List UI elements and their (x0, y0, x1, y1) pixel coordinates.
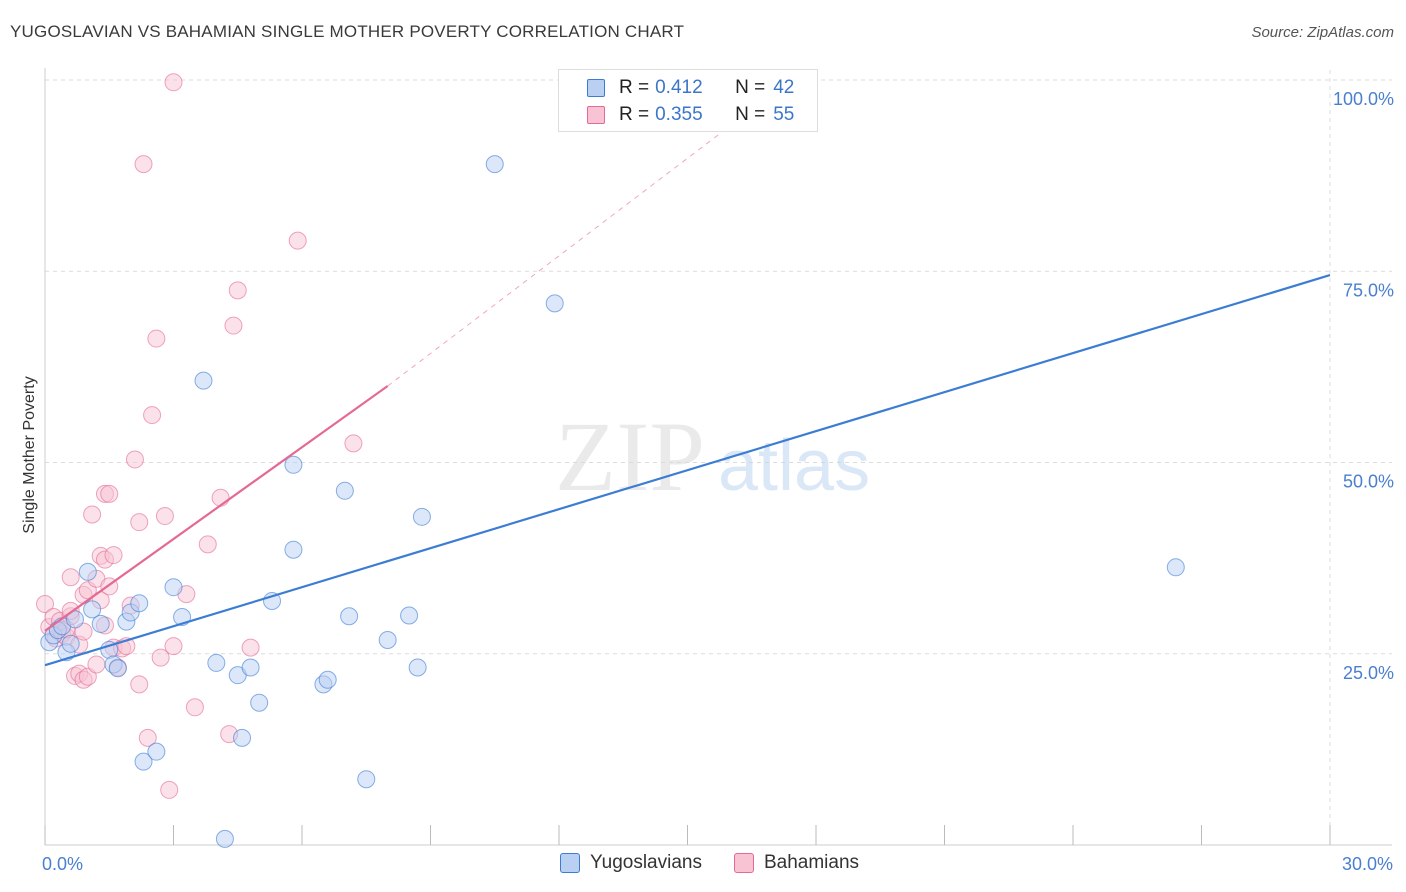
bahamian-point (198, 535, 217, 554)
yugoslavian-point (91, 614, 110, 633)
tick-labels: 25.0% 50.0% 75.0% 100.0% 0.0% 30.0% (42, 89, 1394, 874)
legend-item-yugoslavians[interactable]: Yugoslavians (560, 852, 702, 874)
legend-swatch-pink (733, 853, 754, 873)
bahamian-point (104, 546, 123, 565)
legend-label-yugoslavians: Yugoslavians (590, 852, 702, 873)
x-tick-label-min: 0.0% (42, 854, 83, 874)
watermark: ZIP atlas (555, 401, 870, 512)
bahamian-point (151, 648, 170, 667)
chart-title: YUGOSLAVIAN VS BAHAMIAN SINGLE MOTHER PO… (10, 22, 685, 41)
legend-n-label: N = (735, 77, 766, 98)
legend-item-bahamians[interactable]: Bahamians (733, 852, 860, 874)
bahamian-point (155, 507, 174, 526)
yugoslavian-point (284, 455, 303, 474)
series-legend: Yugoslavians Bahamians (560, 852, 891, 874)
y-tick-label: 25.0% (1343, 663, 1394, 683)
yugoslavian-point (412, 507, 431, 526)
bahamian-point (83, 505, 102, 524)
yugoslavian-point (318, 670, 337, 689)
x-tick-label-max: 30.0% (1342, 854, 1393, 874)
yugoslavian-trend-line (44, 274, 1331, 667)
yugoslavian-point (215, 829, 234, 848)
yugoslavian-point (164, 578, 183, 597)
bahamian-point (134, 155, 153, 174)
yugoslavian-point (134, 752, 153, 771)
yugoslavian-point (83, 600, 102, 619)
legend-r-value: 0.355 (655, 104, 703, 125)
bahamian-point (61, 568, 80, 587)
bahamian-point (130, 513, 149, 532)
bahamian-point (138, 728, 157, 747)
bahamian-point (228, 281, 247, 300)
bahamian-point (147, 329, 166, 348)
bahamian-point (224, 316, 243, 335)
yugoslavian-point (147, 742, 166, 761)
yugoslavian-point (108, 659, 127, 678)
bahamian-point (164, 637, 183, 656)
yugoslavian-point (545, 294, 564, 313)
bahamian-trend-line (44, 385, 389, 632)
y-tick-label: 50.0% (1343, 472, 1394, 492)
bahamian-point (74, 622, 93, 641)
yugoslavian-point (400, 606, 419, 625)
bahamian-point (160, 780, 179, 799)
bahamian-point (78, 667, 97, 686)
legend-n-label: N = (735, 104, 766, 125)
yugoslavian-point (335, 481, 354, 500)
bahamian-point (185, 698, 204, 717)
yugoslavian-point (130, 594, 149, 613)
bahamian-point (125, 450, 144, 469)
yugoslavian-point (357, 770, 376, 789)
yugoslavian-point (284, 540, 303, 559)
legend-r-label: R = (619, 77, 650, 98)
bahamian-point (36, 595, 54, 614)
bahamian-point (211, 488, 230, 507)
source-label: Source: ZipAtlas.com (1251, 24, 1394, 41)
bahamian-trend-extension (387, 102, 761, 387)
yugoslavian-point (65, 610, 84, 629)
yugoslavian-point (408, 658, 427, 677)
bahamian-point (241, 638, 260, 657)
yugoslavian-point (78, 562, 97, 581)
yugoslavian-point (340, 607, 359, 626)
legend-swatch-blue (587, 79, 605, 97)
legend-r-value: 0.412 (655, 77, 703, 98)
bahamian-point (344, 434, 363, 453)
legend-r-label: R = (619, 104, 650, 125)
bahamian-point (87, 655, 106, 674)
bahamian-point (143, 406, 162, 425)
yugoslavian-point (233, 728, 252, 747)
watermark-atlas: atlas (718, 426, 870, 506)
yugoslavian-point (250, 693, 269, 712)
legend-row-bahamians: R = 0.355 N = 55 (587, 103, 794, 127)
bahamian-point (164, 73, 183, 92)
gridlines (45, 70, 1392, 845)
legend-label-bahamians: Bahamians (763, 852, 860, 873)
legend-n-value: 55 (773, 104, 795, 125)
legend-swatch-blue (560, 853, 580, 873)
y-tick-label: 75.0% (1343, 280, 1394, 300)
bahamian-point (100, 484, 119, 503)
legend-swatch-pink (587, 106, 605, 124)
yugoslavian-point (194, 371, 213, 390)
yugoslavian-point (207, 653, 226, 672)
stats-legend: R = 0.412 N = 42 R = 0.355 N = 55 (558, 69, 818, 132)
axes (44, 68, 1392, 846)
y-tick-label: 100.0% (1333, 89, 1394, 109)
watermark-zip: ZIP (555, 401, 705, 512)
yugoslavian-point (485, 155, 504, 174)
yugoslavian-point (241, 658, 260, 677)
yugoslavian-point (378, 630, 397, 649)
legend-row-yugoslavians: R = 0.412 N = 42 (587, 76, 794, 100)
bahamians-points (36, 73, 363, 799)
yugoslavian-point (1166, 558, 1185, 577)
trend-lines (44, 102, 1331, 667)
bahamian-point (288, 231, 307, 250)
yugoslavian-point (61, 634, 80, 653)
bahamian-point (130, 675, 149, 694)
legend-n-value: 42 (773, 77, 795, 98)
